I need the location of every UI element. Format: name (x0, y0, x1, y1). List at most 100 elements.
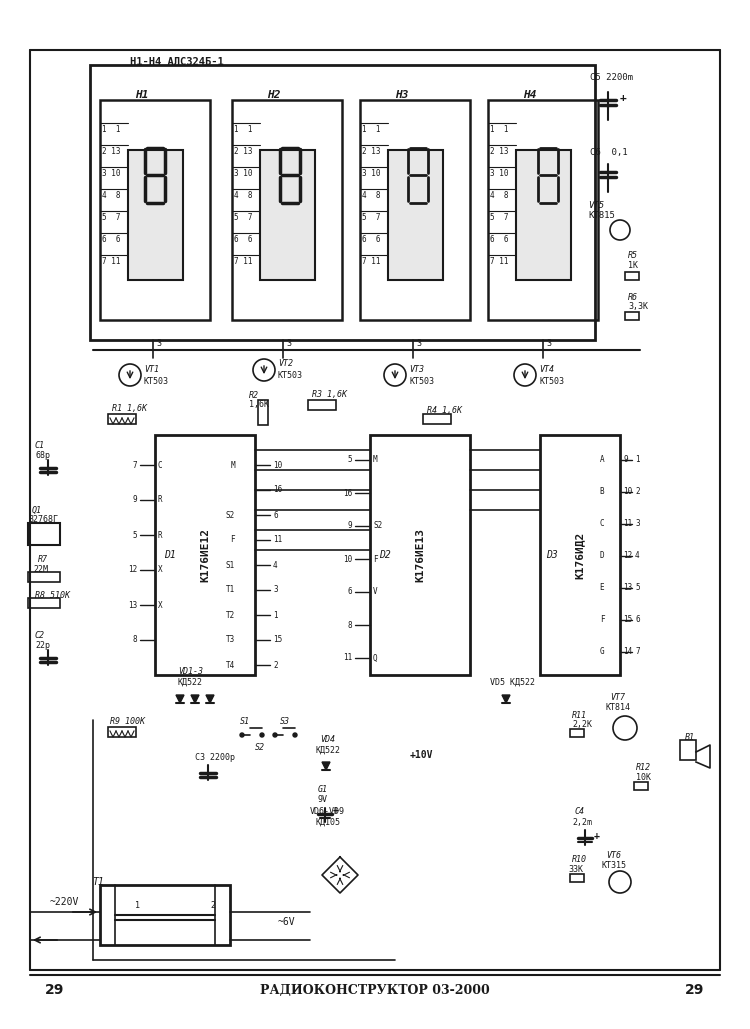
Text: 6  6: 6 6 (234, 236, 253, 245)
Text: ~6V: ~6V (278, 917, 296, 927)
Text: К176ИД2: К176ИД2 (575, 531, 585, 578)
Text: 3 10: 3 10 (362, 170, 380, 178)
Bar (232, 100, 342, 320)
Text: 2 13: 2 13 (234, 147, 253, 156)
Text: 7 11: 7 11 (102, 257, 121, 267)
Text: 33К: 33К (568, 865, 583, 875)
Text: 68p: 68p (35, 451, 50, 460)
Text: 3 10: 3 10 (234, 170, 253, 178)
Text: 3: 3 (416, 339, 421, 348)
Text: F: F (230, 535, 235, 544)
Text: A: A (600, 456, 604, 464)
Text: 8: 8 (347, 620, 352, 630)
Text: R11: R11 (572, 710, 587, 719)
Text: 5: 5 (132, 531, 137, 539)
Text: 1: 1 (135, 900, 140, 910)
Text: 1  1: 1 1 (362, 126, 380, 135)
Bar (308, 400, 336, 410)
Text: 5: 5 (347, 456, 352, 464)
Bar (423, 414, 451, 424)
Text: К176ИЕ13: К176ИЕ13 (415, 528, 425, 582)
Text: 13: 13 (623, 583, 632, 593)
Text: D1: D1 (164, 549, 176, 560)
Text: +: + (620, 93, 627, 103)
Text: 4: 4 (273, 561, 278, 569)
Text: Н1-Н4 АЛС324Б-1: Н1-Н4 АЛС324Б-1 (130, 57, 224, 67)
Text: T1: T1 (226, 586, 235, 595)
Text: КД522: КД522 (315, 745, 340, 754)
Bar (128, 150, 183, 280)
Text: VD1-3: VD1-3 (178, 668, 203, 676)
Text: 5  7: 5 7 (362, 213, 380, 222)
Bar (258, 400, 268, 425)
Bar (108, 414, 136, 424)
Text: S2: S2 (226, 510, 235, 520)
Text: G: G (600, 647, 604, 657)
Text: R5: R5 (628, 250, 638, 259)
Text: 22p: 22p (35, 640, 50, 649)
Text: Н1: Н1 (135, 90, 148, 100)
Bar (100, 100, 210, 320)
Polygon shape (191, 695, 199, 703)
Text: R12: R12 (636, 764, 651, 773)
Text: T2: T2 (226, 610, 235, 619)
Text: КТ503: КТ503 (278, 371, 303, 381)
Bar (634, 782, 648, 790)
Text: V: V (373, 588, 377, 597)
Text: S2: S2 (255, 744, 265, 752)
Text: R: R (158, 496, 163, 504)
Text: 2 13: 2 13 (102, 147, 121, 156)
Text: 2 13: 2 13 (362, 147, 380, 156)
Text: VT5: VT5 (588, 201, 604, 210)
Text: VD5 КД522: VD5 КД522 (490, 677, 535, 686)
Text: R7: R7 (38, 556, 48, 565)
Text: 4  8: 4 8 (490, 191, 508, 201)
Text: C4: C4 (575, 808, 585, 816)
Text: Н3: Н3 (395, 90, 409, 100)
Text: C1: C1 (35, 440, 45, 450)
Text: 11: 11 (343, 653, 352, 663)
Text: VT6: VT6 (606, 851, 621, 859)
Text: 15: 15 (623, 615, 632, 625)
Text: VD4: VD4 (320, 736, 335, 745)
Text: С3 2200p: С3 2200p (195, 753, 235, 762)
Text: D2: D2 (379, 549, 391, 560)
Text: 8: 8 (132, 636, 137, 644)
Text: +10V: +10V (410, 750, 434, 760)
Text: 4: 4 (635, 552, 640, 561)
Text: VT7: VT7 (610, 694, 625, 703)
Bar (540, 435, 620, 675)
Text: R2: R2 (249, 390, 259, 399)
Text: R6: R6 (628, 292, 638, 301)
Text: 2: 2 (635, 488, 640, 497)
Text: 3: 3 (546, 339, 551, 348)
Text: 29: 29 (686, 983, 705, 997)
Text: 10: 10 (273, 461, 282, 469)
Text: M: M (230, 461, 235, 469)
Text: +: + (333, 805, 339, 815)
Text: 4  8: 4 8 (102, 191, 121, 201)
Text: X: X (158, 566, 163, 574)
Text: D: D (600, 552, 604, 561)
Polygon shape (322, 762, 330, 770)
Text: 2 13: 2 13 (490, 147, 508, 156)
Circle shape (240, 733, 244, 737)
Text: КТ503: КТ503 (539, 377, 564, 386)
Text: 2,2К: 2,2К (572, 720, 592, 730)
Text: 5  7: 5 7 (102, 213, 121, 222)
Text: 1  1: 1 1 (234, 126, 253, 135)
Circle shape (293, 733, 297, 737)
Bar (516, 150, 571, 280)
Text: 6  6: 6 6 (490, 236, 508, 245)
Text: C6  0,1: C6 0,1 (590, 147, 628, 156)
Bar (155, 435, 255, 675)
Text: Q: Q (373, 653, 377, 663)
Text: 2,2m: 2,2m (572, 817, 592, 826)
Text: 4  8: 4 8 (362, 191, 380, 201)
Text: Т1: Т1 (92, 877, 104, 887)
Text: 3 10: 3 10 (102, 170, 121, 178)
Text: 16: 16 (343, 489, 352, 497)
Text: 6: 6 (635, 615, 640, 625)
Text: Н2: Н2 (267, 90, 280, 100)
Text: КТ503: КТ503 (409, 377, 434, 386)
